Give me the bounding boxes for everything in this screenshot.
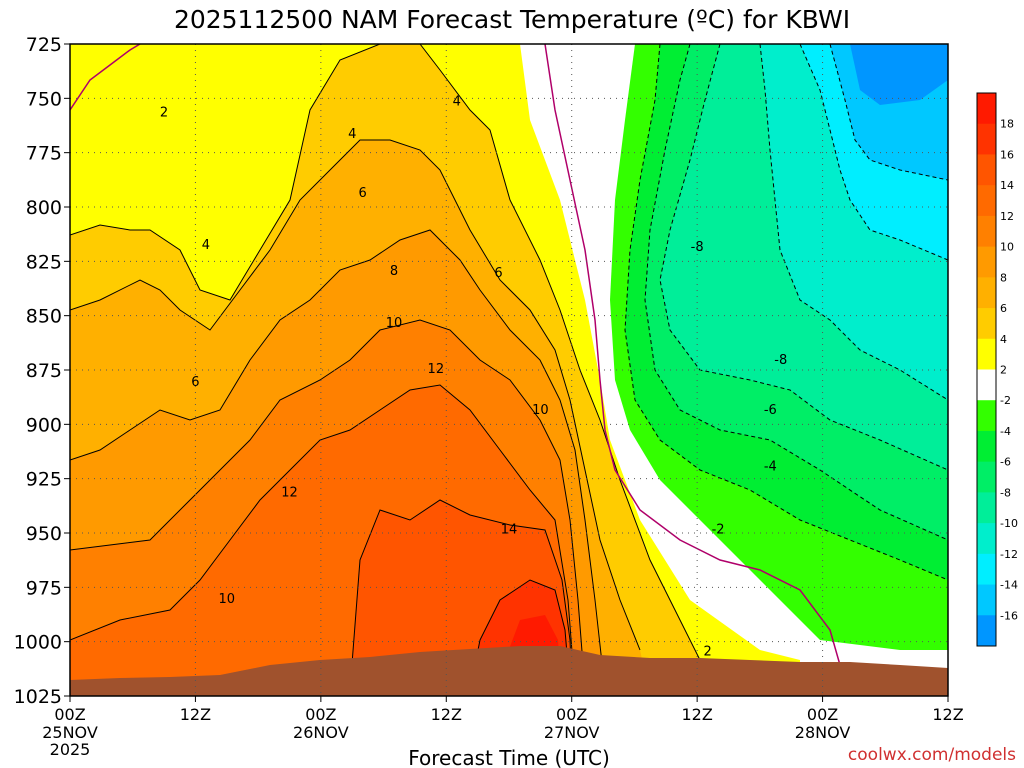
x-tick-date: 28NOV	[795, 723, 851, 742]
x-tick-label: 00Z	[807, 705, 838, 724]
colorbar-swatch	[977, 246, 996, 278]
colorbar-swatch	[977, 369, 996, 401]
warm-contours	[70, 44, 701, 691]
colorbar-swatch	[977, 154, 996, 186]
colorbar-label: -10	[1000, 517, 1018, 530]
y-tick-label: 900	[26, 414, 62, 436]
colorbar-swatch	[977, 400, 996, 432]
colorbar-swatch	[977, 584, 996, 616]
colorbar-label: 4	[1000, 333, 1007, 346]
y-tick-label: 750	[26, 88, 62, 110]
colorbar-label: -2	[1000, 394, 1011, 407]
x-axis-title: Forecast Time (UTC)	[408, 746, 610, 768]
contour-label: 12	[281, 486, 298, 501]
colorbar-swatch	[977, 277, 996, 309]
colorbar-label: 18	[1000, 118, 1014, 131]
x-tick-label: 00Z	[556, 705, 587, 724]
contour-label: -4	[764, 460, 777, 475]
contour-labels: 2 4 4 6 4 8 6 10 12 6 10 12 14 10 -8 -8 -6 -4 -2 2	[160, 95, 787, 660]
freezing-line	[70, 44, 841, 666]
contour-label: -6	[764, 403, 777, 418]
colorbar-swatch	[977, 523, 996, 555]
contour-label: 2	[160, 105, 168, 120]
contour-label: 12	[428, 362, 445, 377]
y-tick-label: 800	[26, 197, 62, 219]
colorbar-label: 6	[1000, 302, 1007, 315]
colorbar-label: 12	[1000, 210, 1014, 223]
contour-label: 10	[219, 592, 236, 607]
contour-label: 6	[191, 375, 199, 390]
colorbar-swatch	[977, 430, 996, 463]
y-tick-label: 975	[26, 577, 62, 599]
y-tick-label: 1025	[14, 686, 62, 708]
x-tick-date: 27NOV	[544, 723, 600, 742]
colorbar-swatch	[977, 308, 996, 340]
chart-title: 2025112500 NAM Forecast Temperature (ºC)…	[174, 5, 850, 34]
y-tick-label: 1000	[14, 632, 62, 654]
x-tick-date: 26NOV	[293, 723, 349, 742]
y-tick-label: 925	[26, 469, 62, 491]
colorbar-label: -12	[1000, 548, 1018, 561]
colorbar-swatch	[977, 123, 996, 155]
y-tick-label: 775	[26, 143, 62, 165]
cold-contours	[624, 44, 948, 581]
x-tick-label: 12Z	[932, 705, 963, 724]
contour-label: 14	[501, 523, 518, 538]
x-tick-date: 25NOV	[42, 723, 98, 742]
colorbar-label: -4	[1000, 425, 1011, 438]
x-tick-label: 00Z	[54, 705, 85, 724]
colorbar-label: -14	[1000, 579, 1018, 592]
contour-label: 6	[359, 186, 367, 201]
x-tick-label: 12Z	[681, 705, 712, 724]
contour-label: 10	[532, 403, 549, 418]
contour-label: -8	[691, 240, 704, 255]
colorbar-swatch	[977, 338, 996, 370]
contour-label: 10	[386, 316, 403, 331]
colorbar-swatch	[977, 461, 996, 493]
colorbar-label: -6	[1000, 456, 1011, 469]
band-neg16	[850, 44, 948, 105]
colorbar-swatch	[977, 215, 996, 248]
y-tick-label: 825	[26, 251, 62, 273]
colorbar-swatch	[977, 492, 996, 524]
contour-label: -8	[774, 353, 787, 368]
contour-label: 2	[703, 644, 711, 659]
contour-label: 4	[453, 95, 461, 110]
y-tick-label: 725	[26, 34, 62, 56]
y-tick-label: 950	[26, 523, 62, 545]
colorbar-swatch	[977, 185, 996, 217]
y-tick-label: 850	[26, 306, 62, 328]
contour-label: -2	[712, 523, 725, 538]
gridlines	[70, 44, 948, 696]
plot-area	[70, 44, 948, 696]
colorbar-label: 16	[1000, 148, 1014, 161]
x-tick-label: 12Z	[431, 705, 462, 724]
colorbar-label: -16	[1000, 609, 1018, 622]
colorbar-label: 10	[1000, 241, 1014, 254]
watermark: coolwx.com/models	[848, 745, 1016, 765]
x-tick-year: 2025	[50, 740, 91, 759]
colorbar: 18 16 14 12 10 8 6 4 2 -2 -4 -6 -8 -10 -12 -14 -16	[976, 92, 1018, 647]
colorbar-label: 8	[1000, 271, 1007, 284]
contour-label: 4	[202, 238, 210, 253]
y-tick-label: 875	[26, 360, 62, 382]
colorbar-label: 14	[1000, 179, 1014, 192]
colorbar-swatch	[977, 553, 996, 586]
colorbar-swatch	[977, 615, 996, 647]
colorbar-frame	[976, 92, 997, 647]
contour-label: 4	[348, 127, 356, 142]
terrain	[70, 646, 948, 696]
colorbar-label: -8	[1000, 486, 1011, 499]
contour-label: 6	[494, 266, 502, 281]
y-axis: 725 750 775 800 825 850 875 900 925 950 975 1000 102…	[14, 34, 70, 708]
colorbar-swatch	[977, 93, 996, 125]
contour-label: 8	[390, 264, 398, 279]
x-tick-label: 12Z	[180, 705, 211, 724]
colorbar-label: 2	[1000, 364, 1007, 377]
x-tick-label: 00Z	[305, 705, 336, 724]
